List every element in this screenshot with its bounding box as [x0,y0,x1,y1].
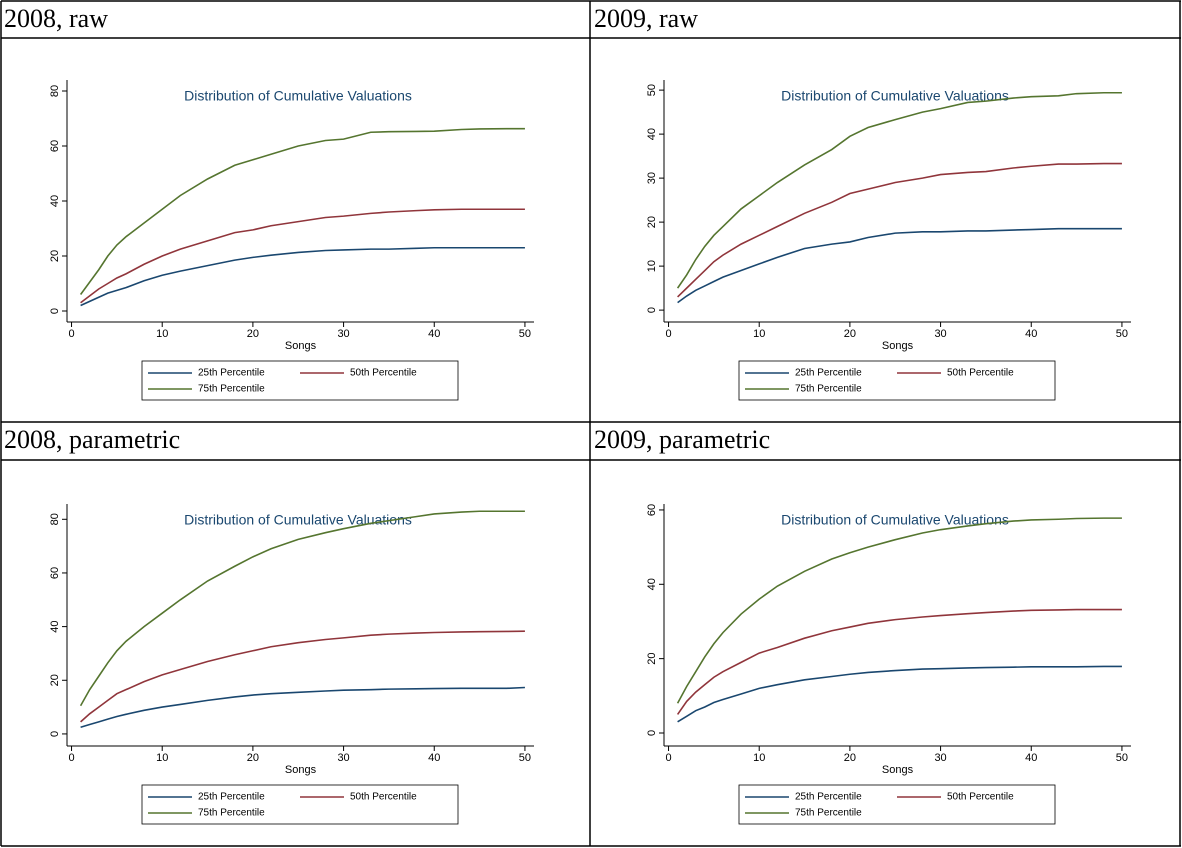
x-tick-label: 50 [519,752,531,764]
y-tick-label: 30 [646,172,658,184]
x-axis-label: Songs [882,764,914,776]
x-tick-label: 40 [428,328,440,340]
legend-label: 50th Percentile [947,368,1014,379]
y-tick-label: 60 [49,140,61,152]
x-tick-label: 50 [1116,752,1128,764]
x-tick-label: 30 [337,752,349,764]
x-tick-label: 20 [844,328,856,340]
series-line [80,686,525,728]
chart-title: Distribution of Cumulative Valuations [781,512,1009,528]
legend-box [738,784,1056,825]
x-tick-label: 0 [68,328,74,340]
y-tick-label: 20 [646,216,658,228]
legend-box [141,360,459,401]
x-tick-label: 10 [753,752,765,764]
y-tick-label: 10 [646,260,658,272]
series-line [80,246,525,307]
x-tick-label: 0 [665,752,671,764]
series-line [677,162,1122,298]
chart-title: Distribution of Cumulative Valuations [184,512,412,528]
legend-label: 75th Percentile [198,384,265,395]
x-tick-label: 10 [753,328,765,340]
x-tick-label: 30 [337,328,349,340]
series-line [79,127,525,295]
x-tick-label: 40 [1025,752,1037,764]
legend-label: 25th Percentile [198,792,265,803]
series-line [677,665,1122,723]
y-tick-label: 0 [49,731,61,737]
y-tick-label: 20 [646,653,658,665]
legend-label: 75th Percentile [795,808,862,819]
x-tick-label: 20 [247,752,259,764]
legend-label: 50th Percentile [947,792,1014,803]
y-tick-label: 40 [646,128,658,140]
x-tick-label: 10 [156,752,168,764]
legend-label: 25th Percentile [795,792,862,803]
cell-heading: 2009, parametric [594,425,770,454]
x-tick-label: 30 [934,752,946,764]
x-tick-label: 0 [68,752,74,764]
y-tick-label: 80 [49,513,61,525]
legend-box [141,784,459,825]
y-tick-label: 60 [646,504,658,516]
y-tick-label: 50 [646,84,658,96]
y-tick-label: 40 [646,578,658,590]
y-tick-label: 40 [49,195,61,207]
legend-label: 50th Percentile [350,368,417,379]
y-tick-label: 20 [49,674,61,686]
series-line [676,91,1122,289]
y-tick-label: 0 [49,308,61,314]
cell-heading: 2008, parametric [4,425,180,454]
x-tick-label: 40 [428,752,440,764]
series-line [79,510,525,707]
legend-box [738,360,1056,401]
series-line [80,208,525,304]
x-tick-label: 40 [1025,328,1037,340]
chart-title: Distribution of Cumulative Valuations [184,88,412,104]
x-tick-label: 20 [247,328,259,340]
series-line [677,227,1122,304]
x-tick-label: 20 [844,752,856,764]
legend-label: 25th Percentile [795,368,862,379]
y-tick-label: 40 [49,620,61,632]
x-tick-label: 10 [156,328,168,340]
series-line [80,630,525,723]
y-tick-label: 80 [49,85,61,97]
legend-label: 50th Percentile [350,792,417,803]
legend-label: 75th Percentile [795,384,862,395]
x-tick-label: 30 [934,328,946,340]
y-tick-label: 60 [49,567,61,579]
series-line [676,608,1122,715]
y-tick-label: 20 [49,250,61,262]
x-tick-label: 50 [1116,328,1128,340]
x-tick-label: 50 [519,328,531,340]
series-line [676,517,1122,704]
y-tick-label: 0 [646,730,658,736]
x-tick-label: 0 [665,328,671,340]
cell-heading: 2009, raw [594,4,698,33]
legend-label: 75th Percentile [198,808,265,819]
cell-heading: 2008, raw [4,4,108,33]
x-axis-label: Songs [285,764,317,776]
x-axis-label: Songs [882,340,914,352]
legend-label: 25th Percentile [198,368,265,379]
x-axis-label: Songs [285,340,317,352]
chart-title: Distribution of Cumulative Valuations [781,88,1009,104]
y-tick-label: 0 [646,307,658,313]
